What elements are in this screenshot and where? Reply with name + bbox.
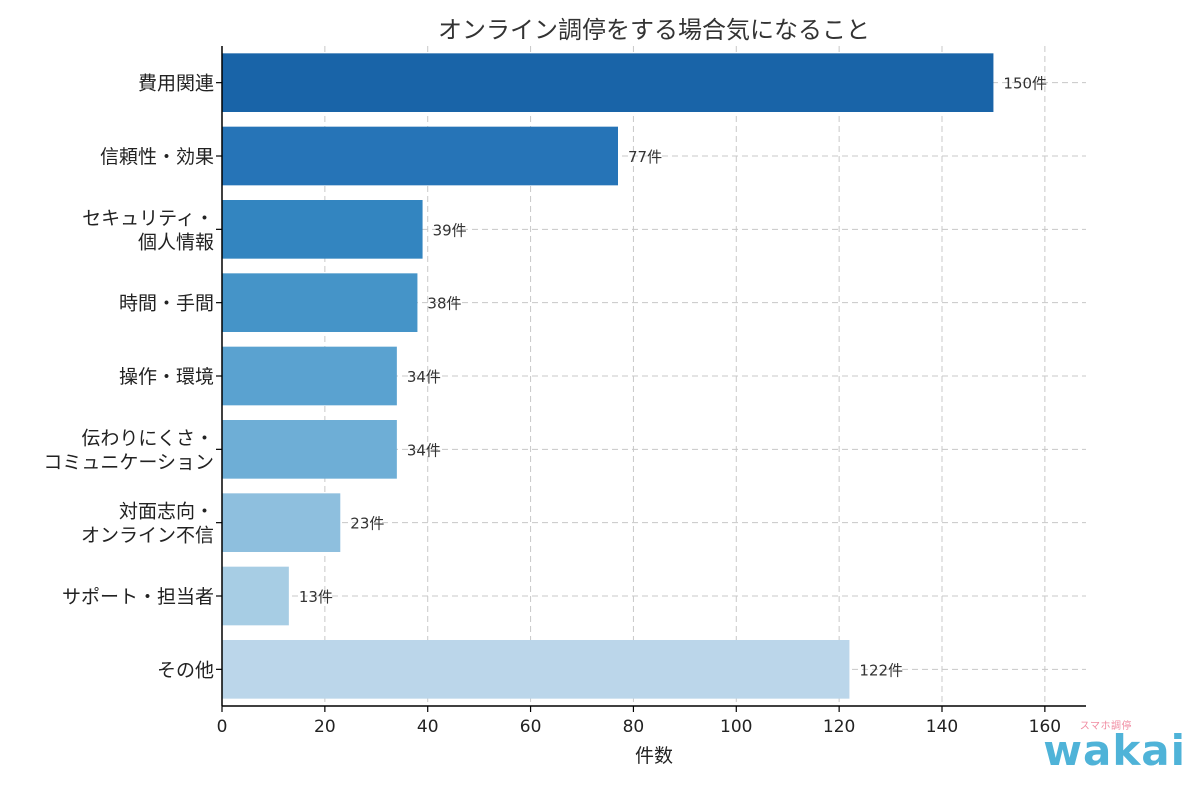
bar — [222, 493, 341, 552]
bars — [222, 53, 994, 699]
bar — [222, 200, 423, 259]
y-tick-label: その他 — [157, 659, 214, 681]
data-label: 13件 — [299, 588, 333, 606]
x-axis-label: 件数 — [635, 745, 673, 767]
y-tick-label: 対面志向・ — [119, 501, 214, 523]
x-tick-label: 160 — [1029, 717, 1061, 737]
x-tick-label: 40 — [417, 717, 439, 737]
wakai-logo: スマホ調停 wakai — [1043, 721, 1186, 775]
logo-subtitle: スマホ調停 — [1079, 721, 1132, 732]
data-label: 77件 — [628, 148, 662, 166]
y-tick-label: コミュニケーション — [43, 451, 214, 473]
data-label: 39件 — [433, 221, 467, 239]
y-tick-label: セキュリティ・ — [82, 207, 214, 229]
x-tick-label: 100 — [720, 717, 752, 737]
y-tick-label: 費用関連 — [138, 73, 214, 95]
y-tick-label: 信頼性・効果 — [100, 146, 214, 168]
x-tick-label: 60 — [520, 717, 542, 737]
x-tick-label: 120 — [823, 717, 855, 737]
y-tick-label: 個人情報 — [138, 231, 214, 253]
bar — [222, 126, 618, 186]
chart-title: オンライン調停をする場合気になること — [438, 16, 870, 44]
bar — [222, 346, 397, 406]
bar — [222, 53, 994, 112]
logo-wordmark: wakai — [1043, 726, 1186, 775]
data-label: 23件 — [350, 515, 384, 533]
data-labels: 150件 77件 39件 38件 34件 34件 23件 13件 122件 — [299, 75, 1047, 680]
y-tick-label: 伝わりにくさ・ — [81, 427, 214, 449]
data-label: 122件 — [859, 661, 903, 679]
x-tick-label: 0 — [217, 717, 228, 737]
x-ticks: 0 20 40 60 80 100 120 140 160 — [217, 706, 1061, 737]
data-label: 150件 — [1003, 75, 1047, 93]
y-tick-label: オンライン不信 — [81, 525, 214, 547]
x-tick-label: 80 — [623, 717, 645, 737]
x-tick-label: 140 — [926, 717, 958, 737]
y-tick-label: 操作・環境 — [119, 366, 214, 388]
bar — [222, 566, 289, 626]
y-ticks: 費用関連信頼性・効果セキュリティ・個人情報時間・手間操作・環境伝わりにくさ・コミ… — [43, 73, 222, 681]
bar — [222, 420, 397, 479]
data-label: 34件 — [407, 441, 441, 459]
data-label: 38件 — [427, 295, 461, 313]
data-label: 34件 — [407, 368, 441, 386]
y-tick-label: サポート・担当者 — [62, 586, 214, 608]
x-tick-label: 20 — [314, 717, 336, 737]
bar — [222, 640, 850, 699]
bar — [222, 273, 418, 332]
y-tick-label: 時間・手間 — [119, 293, 214, 315]
